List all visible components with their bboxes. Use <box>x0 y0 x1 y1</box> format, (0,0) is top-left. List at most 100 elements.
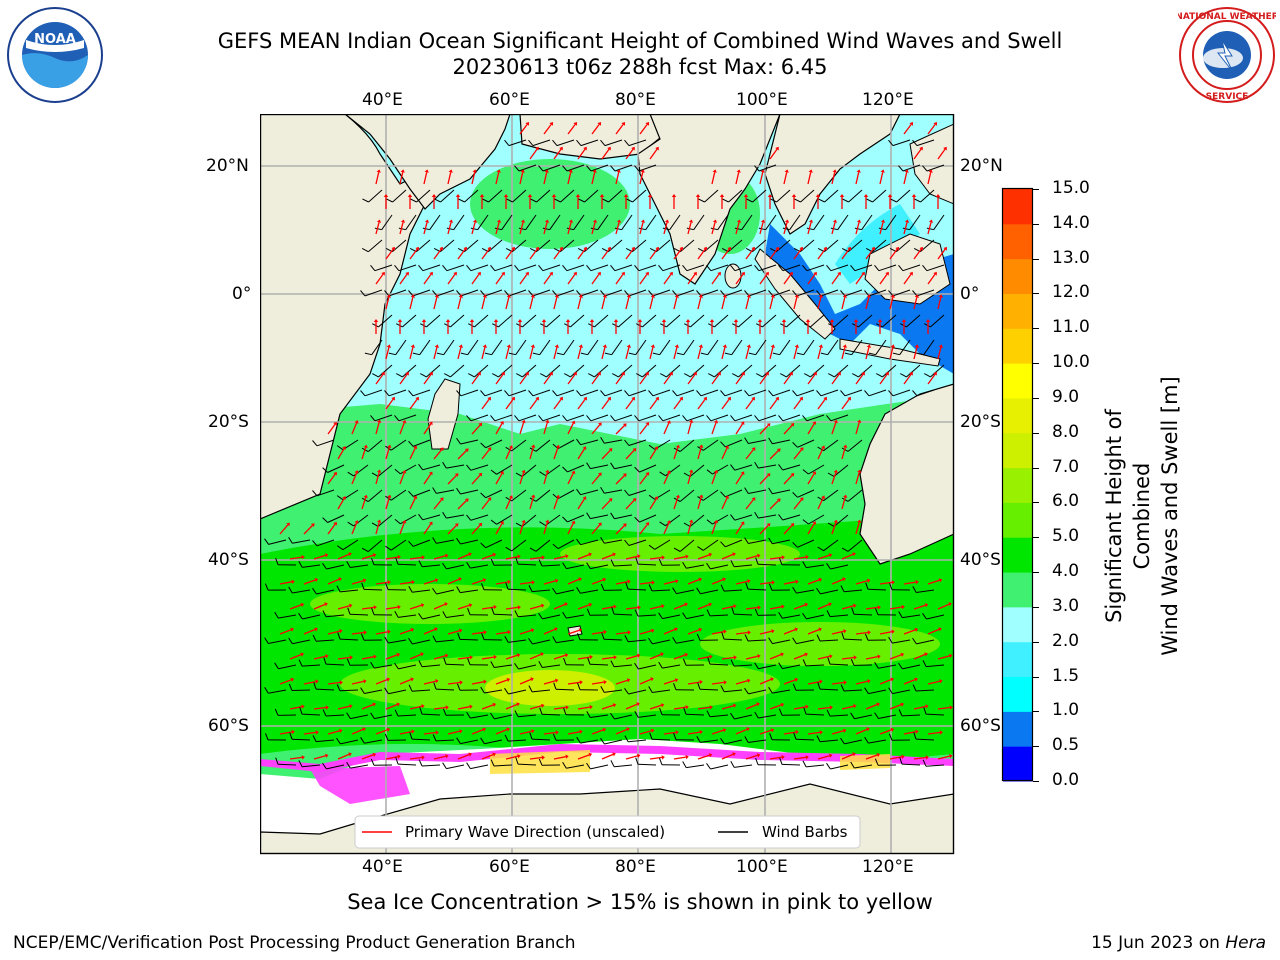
wave-direction-arrow <box>903 172 908 185</box>
wind-barb-feather <box>552 587 557 595</box>
wind-barb-shaft <box>700 739 719 743</box>
wave-direction-arrow <box>745 297 750 310</box>
wave-direction-arrow <box>529 248 538 260</box>
wave-direction-arrow <box>913 705 926 710</box>
wave-direction-arrow <box>687 472 692 485</box>
wind-barb-shaft <box>782 264 801 272</box>
wave-arrow-head <box>939 730 943 735</box>
wave-arrow-head <box>527 194 533 197</box>
wave-arrow-head <box>506 677 511 682</box>
wind-barb-feather <box>842 198 849 203</box>
wave-arrow-head <box>407 194 413 197</box>
wind-barb-shaft <box>734 764 753 768</box>
wind-barb-shaft <box>316 539 335 547</box>
wind-barb-feather <box>778 708 783 716</box>
wind-barb-feather <box>422 227 430 231</box>
wave-arrow-head <box>381 271 385 276</box>
wind-barb-feather <box>648 290 654 297</box>
wave-arrow-head <box>517 754 521 759</box>
wave-direction-arrow <box>601 553 614 560</box>
wave-direction-arrow <box>793 499 803 510</box>
wind-barb-shaft <box>398 614 417 618</box>
wind-barb-shaft <box>422 564 441 568</box>
wave-arrow-head <box>675 730 679 735</box>
wave-direction-arrow <box>639 581 652 585</box>
wave-arrow-head <box>559 396 563 401</box>
wind-barb-feather <box>802 612 807 620</box>
wind-barb-shaft <box>517 763 537 766</box>
wave-arrow-head <box>684 652 689 657</box>
colorbar-segment <box>1003 223 1033 260</box>
wind-barb-shaft <box>316 739 335 743</box>
wind-barb-feather <box>562 761 567 769</box>
wind-barb-shaft <box>712 464 729 475</box>
wave-direction-arrow <box>351 422 358 435</box>
wind-barb-shaft <box>797 539 815 548</box>
wind-barb-shaft <box>748 439 767 444</box>
wind-barb-shaft <box>301 664 321 667</box>
wave-direction-arrow <box>745 555 758 560</box>
wind-barb-feather <box>744 537 749 544</box>
wind-barb-feather <box>384 636 389 644</box>
wind-barb-shaft <box>398 264 417 272</box>
wave-direction-arrow <box>879 581 892 585</box>
wind-barb-shaft <box>758 264 777 272</box>
wind-barb-shaft <box>557 439 575 450</box>
wind-barb-feather <box>371 522 379 527</box>
wave-direction-arrow <box>423 473 432 485</box>
wind-barb-feather <box>480 442 487 449</box>
wave-arrow-head <box>531 580 535 585</box>
wave-direction-arrow <box>457 604 470 610</box>
wave-arrow-head <box>549 371 553 376</box>
wind-barb-shaft <box>580 489 599 496</box>
wind-barb-feather <box>515 757 519 765</box>
wind-barb-feather <box>658 612 663 619</box>
wave-arrow-head <box>363 444 368 449</box>
wind-barb-feather <box>816 290 822 297</box>
wave-arrow-head <box>445 319 451 322</box>
colorbar-tick-mark <box>1033 641 1039 643</box>
wave-arrow-head <box>338 577 342 582</box>
wave-arrow-head <box>415 246 419 251</box>
wave-arrow-head <box>342 446 346 450</box>
wind-barb-feather <box>902 227 910 231</box>
wind-barb-shaft <box>388 689 407 695</box>
footer-date: 15 Jun 2023 on Hera <box>1091 933 1266 953</box>
wind-barb-feather <box>732 373 739 378</box>
wave-direction-arrow <box>687 222 692 235</box>
wave-arrow-head <box>795 579 799 584</box>
wave-direction-arrow <box>673 398 682 410</box>
wind-barb-shaft <box>930 314 945 328</box>
wave-direction-arrow <box>745 606 758 610</box>
wave-arrow-head <box>780 652 784 657</box>
wind-barb-feather <box>361 582 365 590</box>
wind-barb-shaft <box>723 589 743 592</box>
wave-direction-arrow <box>841 753 854 760</box>
wind-barb-shaft <box>327 514 345 523</box>
wind-barb-feather <box>312 490 318 497</box>
wind-barb-feather <box>820 352 828 356</box>
colorbar-tick-label: 3.0 <box>1052 595 1080 616</box>
wave-direction-arrow <box>385 703 398 710</box>
wind-barb-feather <box>385 445 392 451</box>
wind-barb-shaft <box>508 689 527 695</box>
wave-direction-arrow <box>927 680 940 685</box>
wave-direction-arrow <box>721 605 734 610</box>
wind-barb-feather <box>898 165 904 172</box>
wind-barb-feather <box>566 227 574 231</box>
wave-direction-arrow <box>855 580 868 585</box>
wind-barb-shaft <box>388 389 407 397</box>
wind-barb-feather <box>778 662 783 669</box>
wave-arrow-head <box>632 498 637 502</box>
colorbar-tick-mark <box>1033 223 1039 225</box>
wave-direction-arrow <box>337 705 350 710</box>
wind-barb-feather <box>442 562 447 570</box>
wind-barb-feather <box>744 687 749 695</box>
wind-barb-shaft <box>567 514 585 523</box>
wind-barb-feather <box>480 686 485 694</box>
wave-arrow-head <box>410 344 415 348</box>
wave-arrow-head <box>818 294 823 298</box>
wave-arrow-head <box>871 246 875 251</box>
wind-barb-shaft <box>651 738 671 741</box>
wind-barb-shaft <box>604 139 623 147</box>
